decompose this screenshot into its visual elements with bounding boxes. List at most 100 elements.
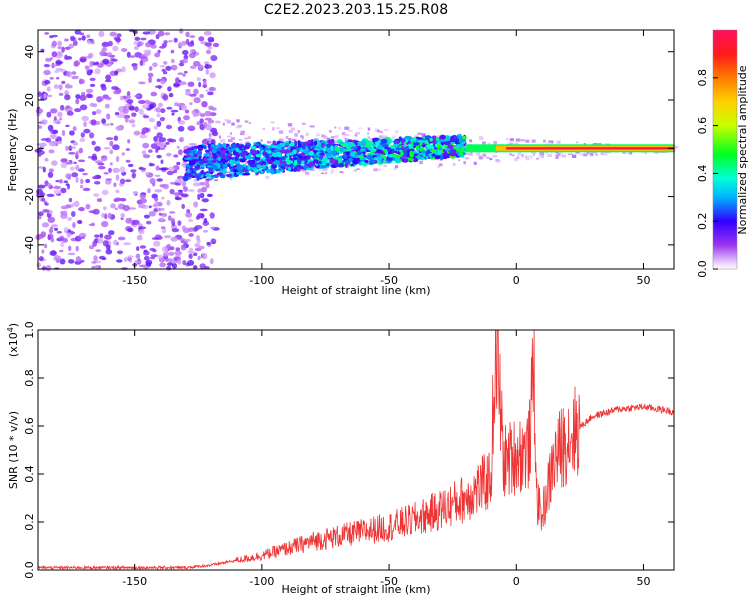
spectrogram-cell xyxy=(201,198,209,203)
spectrogram-cell xyxy=(166,265,172,271)
spectrogram-cell xyxy=(280,149,287,154)
spectrogram-cell xyxy=(220,158,225,163)
spectrogram-cell xyxy=(56,77,60,80)
spectrogram-cell xyxy=(412,137,417,142)
spectrogram-cell xyxy=(177,258,182,265)
spectrogram-cell xyxy=(71,146,76,149)
spectrogram-cell xyxy=(330,145,334,151)
spectrogram-cell xyxy=(567,153,573,155)
spectrogram-cell xyxy=(288,138,292,141)
spectrogram-cell xyxy=(119,197,127,202)
spectrogram-cell xyxy=(139,198,148,204)
spectrogram-cell xyxy=(321,134,326,138)
spectrogram-cell xyxy=(56,51,63,57)
spectrogram-cell xyxy=(142,154,151,159)
spectrogram-cell xyxy=(287,123,293,127)
spectrogram-cell xyxy=(47,182,52,188)
spectrogram-cell xyxy=(482,153,487,157)
spectrogram-cell xyxy=(205,69,209,75)
spectrogram-cell xyxy=(508,141,514,145)
spectrogram-cell xyxy=(206,165,211,168)
spectrogram-cell xyxy=(83,121,87,128)
spectrogram-cell xyxy=(78,147,83,154)
spectrogram-cell xyxy=(67,174,72,180)
spectrogram-cell xyxy=(344,138,348,142)
spectrogram-cell xyxy=(311,145,316,149)
spectrogram-line-core xyxy=(506,147,674,150)
spectrogram-cell xyxy=(182,49,189,56)
spectrogram-cell xyxy=(125,148,130,151)
x-tick-label: 50 xyxy=(636,575,650,588)
spectrogram-cell xyxy=(143,255,150,261)
spectrogram-cell xyxy=(111,86,119,90)
spectrogram-cell xyxy=(98,30,105,38)
spectrogram-cell xyxy=(230,132,232,135)
spectrogram-cell xyxy=(242,169,249,173)
spectrogram-cell xyxy=(160,141,166,148)
spectrogram-cell xyxy=(561,154,566,158)
spectrogram-cell xyxy=(123,114,131,119)
spectrogram-cell xyxy=(166,199,171,206)
spectrogram-cell xyxy=(342,132,346,136)
spectrogram-cell xyxy=(156,154,162,159)
spectrogram-cell xyxy=(321,160,326,164)
spectrogram-cell xyxy=(543,139,546,143)
spectrogram-cell xyxy=(393,167,397,170)
spectrogram-cell xyxy=(201,252,208,260)
spectrogram-cell xyxy=(47,124,54,132)
spectrogram-cell xyxy=(60,241,64,248)
spectrogram-cell xyxy=(47,171,54,178)
spectrogram-cell xyxy=(89,83,96,87)
spectrogram-cell xyxy=(187,41,195,47)
spectrogram-cell xyxy=(94,181,101,185)
spectrogram-cell xyxy=(198,81,202,88)
spectrogram-cell xyxy=(125,217,132,224)
spectrogram-cell xyxy=(204,110,212,117)
spectrogram-cell xyxy=(73,200,80,207)
spectrogram-cell xyxy=(395,140,400,143)
spectrogram-cell xyxy=(205,178,212,181)
spectrogram-cell xyxy=(267,141,272,144)
spectrogram-cell xyxy=(237,124,242,128)
spectrogram-cell xyxy=(65,183,70,186)
spectrogram-cell xyxy=(181,193,189,198)
spectrogram-cell xyxy=(282,140,287,143)
spectrogram-cell xyxy=(322,148,327,152)
spectrogram-cell xyxy=(36,262,41,268)
spectrogram-cell xyxy=(163,61,168,65)
spectrogram-cell xyxy=(161,196,165,200)
spectrogram-cell xyxy=(353,169,357,172)
spectrogram-cell xyxy=(232,150,237,156)
colorbar-frame xyxy=(712,29,738,270)
spectrogram-cell xyxy=(197,255,201,261)
spectrogram-cell xyxy=(538,155,542,158)
spectrogram-cell xyxy=(163,235,172,239)
spectrogram-cell xyxy=(187,81,195,87)
spectrogram-cell xyxy=(377,144,384,150)
spectrogram-cell xyxy=(159,65,166,68)
spectrogram-cell xyxy=(152,62,158,68)
spectrogram-cell xyxy=(422,153,426,158)
spectrogram-cell xyxy=(495,159,500,162)
spectrogram-cell xyxy=(556,140,561,145)
spectrogram-cell xyxy=(72,40,78,46)
spectrogram-cell xyxy=(38,211,44,216)
spectrogram-cell xyxy=(94,146,101,152)
spectrogram-cell xyxy=(160,108,166,114)
spectrogram-cell xyxy=(207,193,213,197)
spectrogram-cell xyxy=(165,141,170,145)
spectrogram-cell xyxy=(434,155,441,160)
spectrogram-cell xyxy=(300,141,305,145)
spectrogram-cell xyxy=(245,155,253,160)
spectrogram-cell xyxy=(292,149,297,154)
spectrogram-cell xyxy=(377,155,383,162)
spectrogram-cell xyxy=(281,160,287,165)
spectrogram-cell xyxy=(78,78,85,85)
spectrogram-cell xyxy=(155,85,163,89)
spectrogram-cell xyxy=(80,132,86,138)
spectrogram-cell xyxy=(322,153,326,158)
spectrogram-cell xyxy=(95,61,100,65)
spectrogram-cell xyxy=(127,228,132,232)
spectrogram-cell xyxy=(287,149,292,153)
spectrogram-cell xyxy=(629,151,633,155)
